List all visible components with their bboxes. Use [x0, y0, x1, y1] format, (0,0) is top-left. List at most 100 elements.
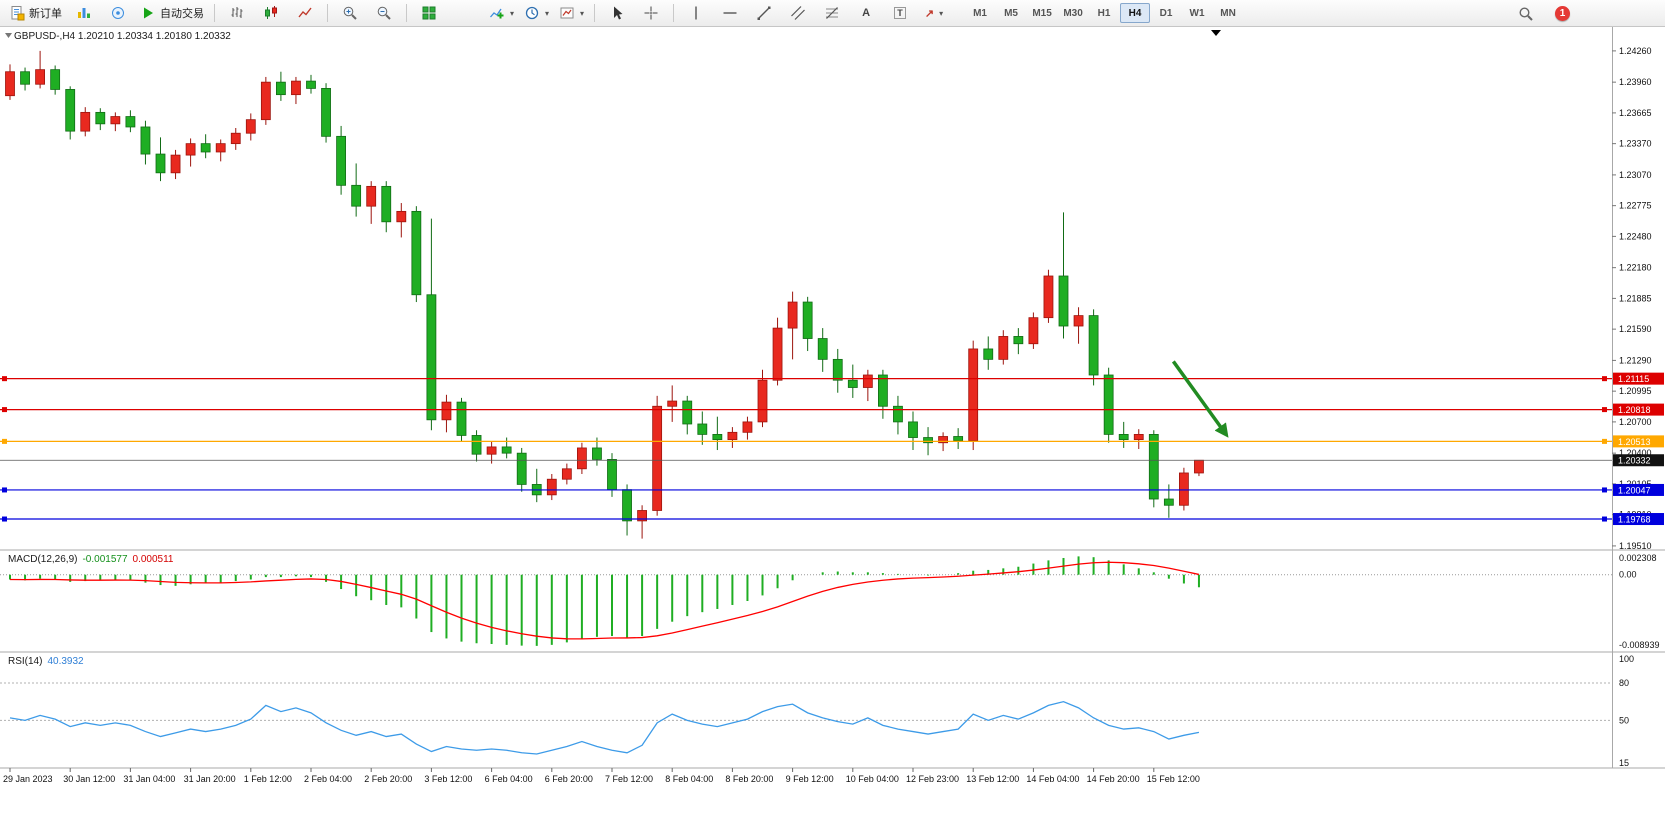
- candle: [787, 291, 798, 360]
- candle: [125, 110, 136, 133]
- candle: [1148, 430, 1159, 508]
- label-tool-button[interactable]: T: [883, 1, 917, 25]
- toolbar-separator: [406, 4, 407, 22]
- candle: [712, 416, 723, 451]
- price-tick-label: 1.20400: [1619, 448, 1652, 458]
- candle: [501, 437, 512, 459]
- candle: [456, 397, 467, 442]
- clock-icon: [525, 6, 539, 20]
- zoom-in-button[interactable]: [333, 1, 367, 25]
- time-tick-label: 9 Feb 12:00: [786, 774, 834, 784]
- channel-button[interactable]: [781, 1, 815, 25]
- time-tick-label: 12 Feb 23:00: [906, 774, 959, 784]
- horizontal-line-1.20818[interactable]: 1.20818: [0, 403, 1664, 416]
- candle: [245, 113, 256, 141]
- price-tick-label: 1.19510: [1619, 541, 1652, 551]
- data-window-icon: [112, 7, 124, 19]
- candle: [832, 348, 843, 393]
- horizontal-line-1.20513[interactable]: 1.20513: [0, 435, 1664, 448]
- rsi-value: 40.3932: [47, 656, 84, 667]
- horizontal-line-button[interactable]: [713, 1, 747, 25]
- periods-button[interactable]: ▾: [519, 1, 554, 25]
- notification-badge[interactable]: 1: [1555, 6, 1570, 21]
- rsi-name: RSI(14): [8, 656, 43, 667]
- candle: [411, 206, 422, 303]
- vertical-line-icon: [695, 6, 697, 20]
- new-order-icon: [11, 6, 25, 21]
- price-scale[interactable]: 1.24260 1.23960 1.23665 1.23370 1.23070 1.227…: [1612, 46, 1652, 551]
- candle: [170, 149, 181, 180]
- trend-arrow-object[interactable]: [1171, 360, 1229, 438]
- line-price-label: [1613, 435, 1664, 448]
- candle: [862, 369, 873, 402]
- candle: [847, 364, 858, 398]
- autotrading-label: 自动交易: [160, 8, 204, 20]
- label-tool-icon: T: [894, 7, 906, 19]
- search-icon: [1519, 6, 1533, 21]
- price-tick-label: 1.23665: [1619, 108, 1652, 118]
- crosshair-button[interactable]: [634, 1, 668, 25]
- line-price-label: [1613, 403, 1664, 416]
- timeframe-button-M15[interactable]: M15: [1032, 7, 1052, 19]
- candle: [35, 50, 45, 89]
- candle: [275, 71, 286, 101]
- candle: [817, 328, 828, 372]
- candle: [396, 203, 407, 238]
- vertical-line-button[interactable]: [679, 1, 713, 25]
- indicators-button[interactable]: ▾: [484, 1, 519, 25]
- scroll-to-end-marker[interactable]: [1211, 30, 1221, 36]
- time-tick-label: 14 Feb 20:00: [1087, 774, 1140, 784]
- macd-indicator-label: MACD(12,26,9) -0.001577 0.000511: [8, 554, 178, 565]
- time-scale[interactable]: 29 Jan 2023 30 Jan 12:00 31 Jan 04:00 31 Ja…: [3, 768, 1200, 784]
- candle: [622, 484, 632, 536]
- horizontal-line-1.21115[interactable]: 1.21115: [0, 372, 1664, 385]
- timeframe-button-H4[interactable]: H4: [1120, 3, 1151, 23]
- cursor-button[interactable]: [600, 1, 634, 25]
- timeframe-button-M30[interactable]: M30: [1063, 7, 1083, 19]
- data-window-button[interactable]: [101, 1, 135, 25]
- timeframe-button-H1[interactable]: H1: [1097, 7, 1111, 19]
- tile-windows-button[interactable]: [412, 1, 446, 25]
- timeframe-button-M5[interactable]: M5: [1004, 7, 1018, 19]
- horizontal-line-1.20047[interactable]: 1.20047: [0, 483, 1664, 496]
- new-order-label: 新订单: [29, 8, 62, 20]
- arrows-tool-button[interactable]: ↗ ▾: [917, 1, 951, 25]
- candle: [1013, 328, 1024, 355]
- time-tick-label: 3 Feb 12:00: [424, 774, 472, 784]
- text-tool-button[interactable]: A: [849, 1, 883, 25]
- price-tick-label: 1.20105: [1619, 479, 1652, 489]
- price-tick-label: 1.23960: [1619, 77, 1652, 87]
- autotrading-button[interactable]: 自动交易: [135, 1, 209, 25]
- search-button[interactable]: [1509, 2, 1543, 26]
- fibonacci-button[interactable]: [815, 1, 849, 25]
- candle: [637, 505, 647, 539]
- svg-text:50: 50: [1619, 715, 1629, 725]
- timeframe-button-W1[interactable]: W1: [1189, 7, 1205, 19]
- timeframe-button-D1[interactable]: D1: [1159, 7, 1173, 19]
- trendline-button[interactable]: [747, 1, 781, 25]
- candle: [1118, 421, 1129, 448]
- time-tick-label: 8 Feb 20:00: [725, 774, 773, 784]
- line-price-label-text: 1.20513: [1618, 437, 1651, 447]
- one-click-trading-toggle[interactable]: [5, 33, 12, 38]
- timeframe-button-MN[interactable]: MN: [1220, 7, 1236, 19]
- market-watch-button[interactable]: [67, 1, 101, 25]
- timeframe-button-M1[interactable]: M1: [973, 7, 987, 19]
- channel-icon: [791, 6, 805, 20]
- horizontal-line-1.19768[interactable]: 1.19768: [0, 513, 1664, 526]
- price-tick-label: 1.22775: [1619, 201, 1652, 211]
- toolbar-separator: [327, 4, 328, 22]
- candlestick-chart-button[interactable]: [254, 1, 288, 25]
- line-chart-button[interactable]: [288, 1, 322, 25]
- time-tick-label: 7 Feb 12:00: [605, 774, 653, 784]
- zoom-out-button[interactable]: [367, 1, 401, 25]
- cursor-icon: [614, 6, 623, 20]
- price-tick-label: 1.23070: [1619, 170, 1652, 180]
- time-tick-label: 10 Feb 04:00: [846, 774, 899, 784]
- bar-chart-button[interactable]: [220, 1, 254, 25]
- candle: [742, 416, 753, 440]
- templates-button[interactable]: ▾: [554, 1, 589, 25]
- candle: [1179, 467, 1189, 511]
- new-order-button[interactable]: 新订单: [4, 1, 67, 25]
- fibonacci-icon: [826, 7, 839, 19]
